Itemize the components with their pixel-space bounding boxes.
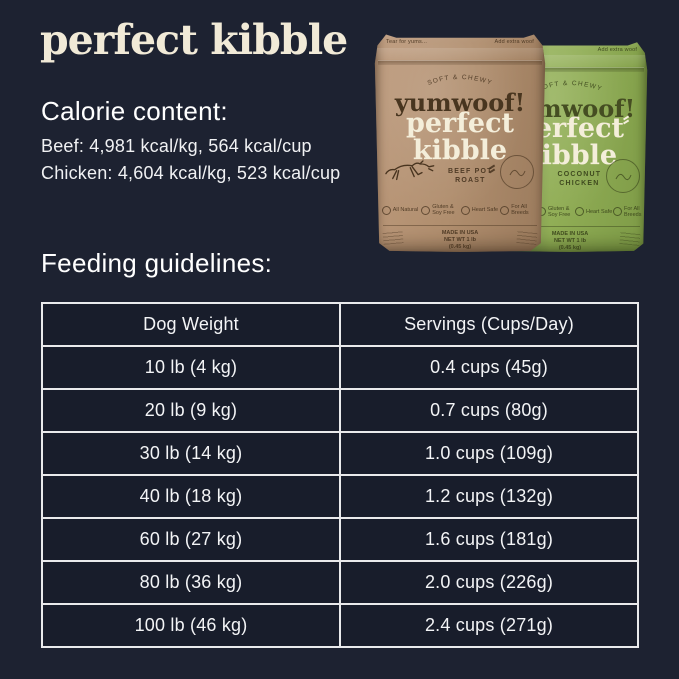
table-row: 80 lb (36 kg) 2.0 cups (226g) bbox=[41, 560, 639, 605]
soft-chewy-arch: SOFT & CHEWY bbox=[427, 73, 494, 86]
bag-seal bbox=[377, 47, 543, 59]
col-header-servings: Servings (Cups/Day) bbox=[339, 302, 639, 347]
quality-stamp-icon bbox=[499, 155, 534, 190]
sparkle-icon bbox=[623, 115, 629, 125]
net-weight: MADE IN USA NET WT 1 lb (0.45 kg) bbox=[441, 229, 479, 250]
flavor-label-chicken: COCONUT CHICKEN bbox=[557, 170, 602, 187]
servings-cell: 1.0 cups (109g) bbox=[339, 431, 639, 476]
running-dog-icon bbox=[384, 160, 434, 180]
dog-weight-cell: 40 lb (18 kg) bbox=[41, 474, 341, 519]
badge-gluten-soy-free: Gluten & Soy Free bbox=[421, 204, 459, 216]
paw-icon bbox=[500, 205, 510, 215]
table-row: 10 lb (4 kg) 0.4 cups (45g) bbox=[41, 345, 639, 390]
table-row: 30 lb (14 kg) 1.0 cups (109g) bbox=[41, 431, 639, 476]
soft-chewy-arch: SOFT & CHEWY bbox=[537, 80, 603, 93]
table-row: 60 lb (27 kg) 1.6 cups (181g) bbox=[41, 517, 639, 562]
bag-pouch: Tear for yums... Add extra woof SOFT & C… bbox=[374, 34, 546, 252]
bag-divider bbox=[499, 226, 641, 228]
quality-stamp-icon bbox=[605, 158, 640, 193]
net-weight: MADE IN USA NET WT 1 lb (0.45 kg) bbox=[551, 230, 589, 251]
calorie-content: Beef: 4,981 kcal/kg, 564 kcal/cup Chicke… bbox=[41, 133, 340, 187]
page-title: perfect kibble bbox=[40, 16, 348, 64]
dog-weight-cell: 60 lb (27 kg) bbox=[41, 517, 341, 562]
servings-cell: 0.7 cups (80g) bbox=[339, 388, 639, 433]
table-row: 40 lb (18 kg) 1.2 cups (132g) bbox=[41, 474, 639, 519]
badge-all-breeds: For All Breeds bbox=[613, 206, 647, 218]
brand-logo: yumwoof! bbox=[394, 87, 526, 117]
badge-all-breeds: For All Breeds bbox=[500, 204, 538, 216]
heart-icon bbox=[460, 205, 470, 215]
dog-weight-cell: 80 lb (36 kg) bbox=[41, 560, 341, 605]
bag-footer: MADE IN USA NET WT 1 lb (0.45 kg) bbox=[382, 228, 539, 251]
feeding-heading: Feeding guidelines: bbox=[41, 248, 273, 278]
fine-print-right bbox=[619, 229, 641, 246]
flavor-label-beef: BEEF POT ROAST bbox=[448, 167, 493, 184]
servings-cell: 0.4 cups (45g) bbox=[339, 345, 639, 390]
badge-heart-safe: Heart Safe bbox=[575, 207, 613, 217]
calorie-chicken-line: Chicken: 4,604 kcal/kg, 523 kcal/cup bbox=[41, 163, 341, 183]
bag-zipper bbox=[495, 66, 645, 72]
bag-footer: MADE IN USA NET WT 1 lb (0.45 kg) bbox=[499, 229, 641, 252]
badge-heart-safe: Heart Safe bbox=[460, 205, 499, 215]
soft-chewy-label: SOFT & CHEWY bbox=[427, 73, 493, 86]
col-header-dog-weight: Dog Weight bbox=[41, 302, 341, 347]
tear-note: Tear for yums... bbox=[386, 39, 428, 46]
heart-icon bbox=[575, 207, 585, 217]
bag-divider bbox=[382, 225, 538, 227]
dog-weight-cell: 30 lb (14 kg) bbox=[41, 431, 341, 476]
product-bag-beef: Tear for yums... Add extra woof SOFT & C… bbox=[374, 30, 546, 252]
leaf-icon bbox=[381, 205, 391, 215]
calorie-heading: Calorie content: bbox=[41, 96, 228, 126]
woof-note: Add extra woof bbox=[597, 46, 638, 53]
table-row: 20 lb (9 kg) 0.7 cups (80g) bbox=[41, 388, 639, 433]
woof-note: Add extra woof bbox=[494, 39, 534, 46]
bag-seal bbox=[495, 55, 645, 66]
bag-top-notes: Tear for yums... Add extra woof bbox=[386, 39, 534, 45]
table-header-row: Dog Weight Servings (Cups/Day) bbox=[41, 302, 639, 347]
servings-cell: 1.6 cups (181g) bbox=[339, 517, 639, 562]
servings-cell: 2.4 cups (271g) bbox=[339, 603, 639, 648]
dog-weight-cell: 10 lb (4 kg) bbox=[41, 345, 341, 390]
wheat-icon bbox=[421, 205, 431, 215]
fine-print-left bbox=[382, 228, 404, 245]
feeding-table: Dog Weight Servings (Cups/Day) 10 lb (4 … bbox=[41, 302, 639, 648]
paw-icon bbox=[613, 207, 623, 217]
servings-cell: 1.2 cups (132g) bbox=[339, 474, 639, 519]
table-row: 100 lb (46 kg) 2.4 cups (271g) bbox=[41, 603, 639, 648]
svg-text:SOFT & CHEWY: SOFT & CHEWY bbox=[427, 73, 494, 86]
sparkle-icon bbox=[489, 163, 496, 173]
product-name: perfect kibble bbox=[375, 107, 545, 166]
dog-weight-cell: 20 lb (9 kg) bbox=[41, 388, 341, 433]
servings-cell: 2.0 cups (226g) bbox=[339, 560, 639, 605]
product-photo: Tear for yums... Add extra woof SOFT & C… bbox=[370, 14, 670, 259]
badge-all-natural: All Natural bbox=[381, 205, 420, 215]
bag-zipper bbox=[378, 59, 542, 65]
calorie-beef-line: Beef: 4,981 kcal/kg, 564 kcal/cup bbox=[41, 136, 312, 156]
fine-print-right bbox=[516, 228, 539, 245]
product-name-line2: kibble bbox=[412, 134, 508, 166]
product-name-line1: perfect bbox=[406, 107, 514, 139]
dog-weight-cell: 100 lb (46 kg) bbox=[41, 603, 341, 648]
badge-row: All Natural Gluten & Soy Free Heart Safe… bbox=[381, 204, 539, 216]
